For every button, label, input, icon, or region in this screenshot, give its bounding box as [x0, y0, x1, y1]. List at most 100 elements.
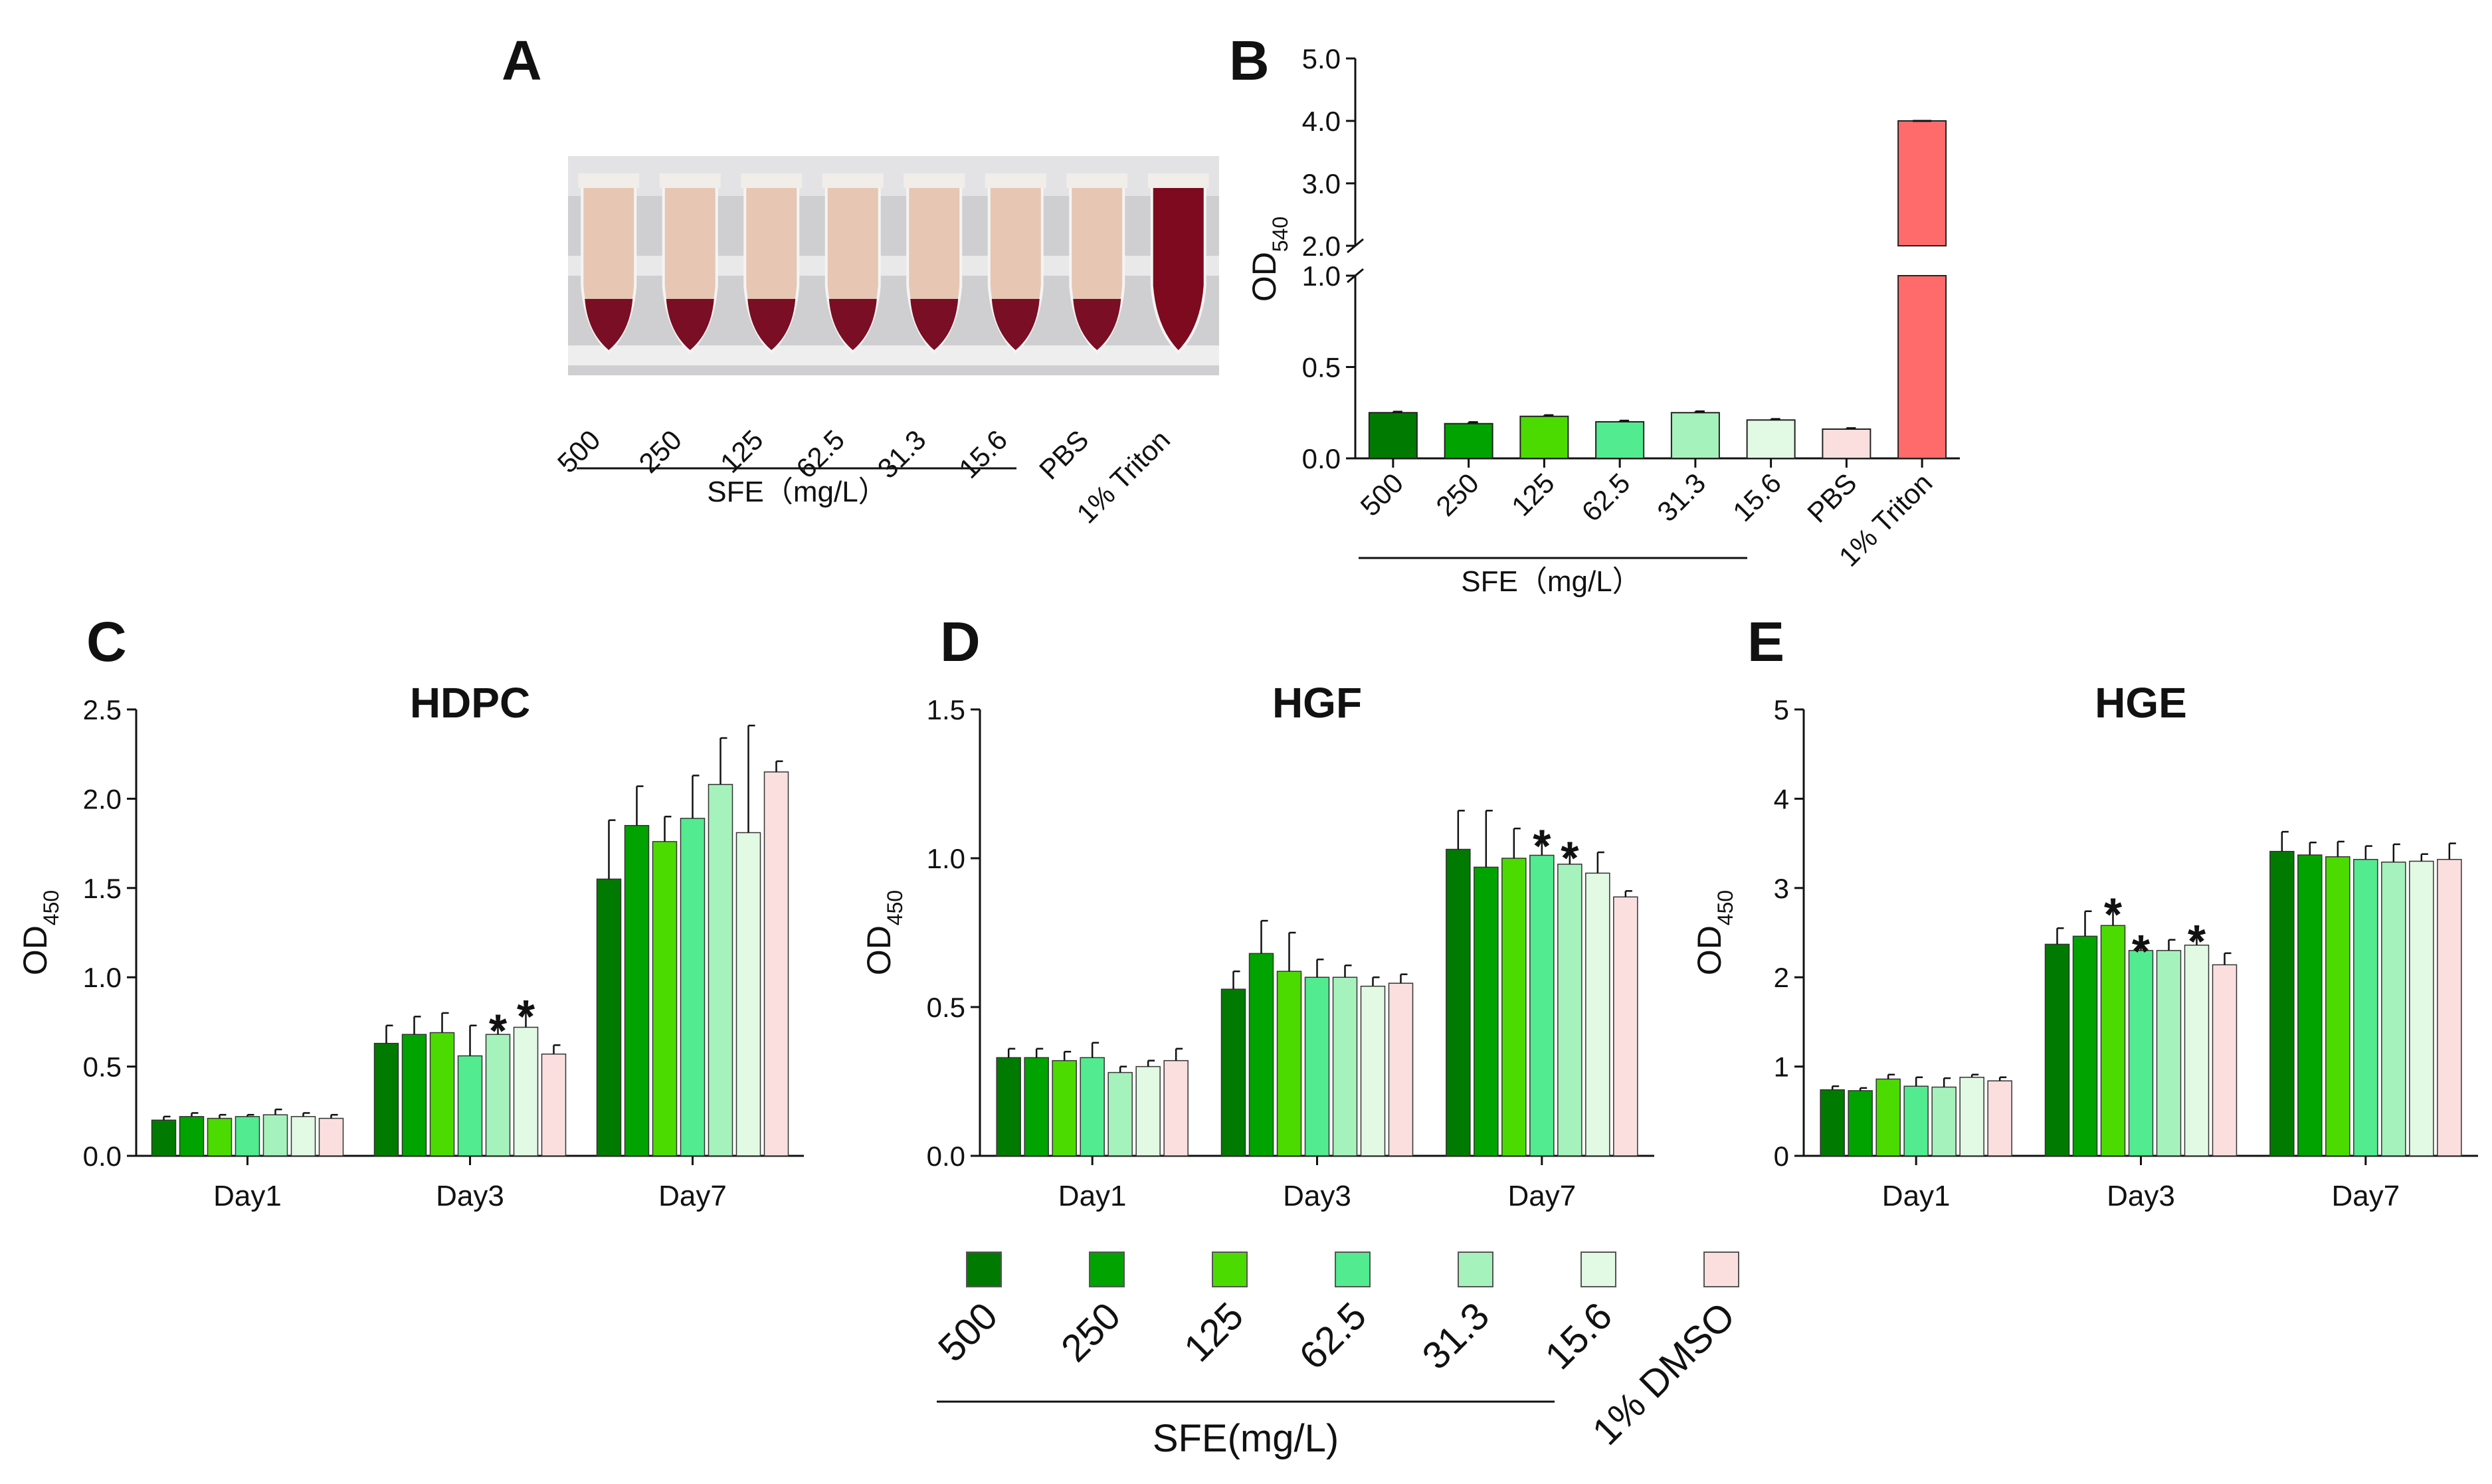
significance-star: *	[517, 990, 535, 1042]
sfe-label: SFE（mg/L）	[707, 476, 887, 508]
y-tick-label: 1.5	[83, 873, 122, 904]
bar	[485, 1034, 511, 1157]
bar	[1931, 1086, 1957, 1157]
y-axis-label: OD450	[1691, 890, 1737, 975]
x-tick-label: PBS	[1801, 467, 1863, 529]
tube-label: 125	[714, 424, 769, 479]
y-tick-label: 0.5	[1302, 352, 1341, 383]
tube	[1147, 173, 1209, 354]
y-tick-label: 0.5	[83, 1052, 122, 1083]
x-tick-label: 250	[1430, 467, 1485, 522]
bar	[2325, 856, 2350, 1157]
legend-label: 31.3	[1414, 1294, 1497, 1378]
bar	[1557, 864, 1582, 1157]
bar	[1220, 988, 1246, 1157]
legend-swatch	[966, 1252, 1002, 1287]
x-tick-label: Day3	[436, 1180, 504, 1212]
tube-pellet	[991, 299, 1040, 350]
bar	[1135, 1066, 1161, 1157]
bar	[2072, 935, 2098, 1157]
bar-break-gap	[1895, 246, 1949, 275]
bar	[457, 1055, 483, 1157]
bar	[1163, 1060, 1189, 1157]
panel-label-c: C	[86, 610, 127, 673]
bar	[401, 1034, 427, 1157]
bar	[1444, 422, 1493, 459]
significance-star: *	[2132, 925, 2151, 977]
bar	[1897, 275, 1947, 459]
x-tick-label: Day3	[1283, 1180, 1351, 1212]
tube-body	[1150, 175, 1206, 354]
legend-swatch	[1458, 1252, 1493, 1287]
bar	[1107, 1071, 1133, 1157]
bar	[1446, 848, 1471, 1157]
bar	[1670, 412, 1720, 459]
bar	[373, 1042, 399, 1157]
bar	[1875, 1078, 1901, 1157]
bar	[1332, 976, 1358, 1157]
y-tick-label: 2.5	[83, 694, 122, 725]
tube-label: 250	[632, 424, 688, 479]
bar	[207, 1117, 233, 1157]
legend-label: 250	[1053, 1294, 1129, 1370]
tube	[578, 173, 640, 354]
rack-bar-lower	[568, 345, 1219, 365]
y-tick-label: 2.0	[1302, 231, 1341, 262]
bar	[2100, 925, 2126, 1157]
bar	[1897, 120, 1947, 246]
bar	[2128, 950, 2154, 1157]
sfe-label: SFE(mg/L)	[1153, 1417, 1339, 1460]
tube	[985, 173, 1046, 354]
x-tick-label: 31.3	[1651, 467, 1711, 527]
tube-cap-rim	[659, 173, 721, 188]
bar	[1388, 982, 1414, 1157]
y-axis-label: OD450	[860, 890, 907, 975]
y-tick-label: 1.5	[927, 694, 965, 725]
tube-cap-rim	[1147, 173, 1209, 188]
tube-pellet	[585, 299, 633, 350]
panel-label-b: B	[1229, 29, 1270, 92]
bar	[2381, 862, 2406, 1157]
bar	[596, 878, 622, 1157]
bar	[2044, 943, 2070, 1157]
y-tick-label: 4.0	[1302, 106, 1341, 137]
legend-swatch	[1212, 1252, 1248, 1287]
x-tick-label: Day3	[2107, 1180, 2175, 1212]
tube-cap-rim	[904, 173, 965, 188]
x-tick-label: 125	[1505, 467, 1561, 522]
bar	[1746, 419, 1796, 459]
bar	[996, 1057, 1021, 1157]
y-tick-label: 2	[1774, 962, 1789, 993]
bar	[1529, 854, 1555, 1157]
bar	[1368, 412, 1418, 459]
y-tick-label: 4	[1774, 783, 1789, 814]
tube	[904, 173, 965, 354]
y-tick-label: 2.0	[83, 783, 122, 814]
panel-d-hgf-chart: HGF 0.0 0.5 1.0 1.5 OD450 Day1 Day3 Day7 * *	[860, 679, 1654, 1212]
legend-label: 15.6	[1537, 1294, 1620, 1378]
bar	[290, 1116, 316, 1157]
y-tick-label: 3	[1774, 873, 1789, 904]
tube	[1066, 173, 1128, 354]
y-tick-label: 1.0	[1302, 260, 1341, 292]
significance-star: *	[2188, 915, 2206, 967]
bar	[2297, 854, 2323, 1157]
x-tick-label: Day1	[1882, 1180, 1951, 1212]
bar	[151, 1119, 177, 1157]
bar	[2353, 859, 2378, 1157]
panel-c-hdpc-chart: HDPC 0.0 0.5 1.0 1.5 2.0 2.5 OD450 Day1 Day3 Day7 *…	[17, 679, 804, 1212]
y-tick-label: 1.0	[927, 843, 965, 874]
tube-cap-rim	[741, 173, 803, 188]
bar	[2156, 950, 2182, 1157]
legend-swatch	[1581, 1252, 1616, 1287]
y-axis-label: OD540	[1246, 217, 1292, 302]
legend-label: 62.5	[1291, 1294, 1375, 1378]
bar	[708, 784, 733, 1157]
bar	[235, 1116, 260, 1157]
legend-label: 500	[930, 1294, 1006, 1370]
legend-swatch	[1703, 1252, 1739, 1287]
bar	[1959, 1076, 1984, 1157]
bar	[318, 1117, 344, 1157]
